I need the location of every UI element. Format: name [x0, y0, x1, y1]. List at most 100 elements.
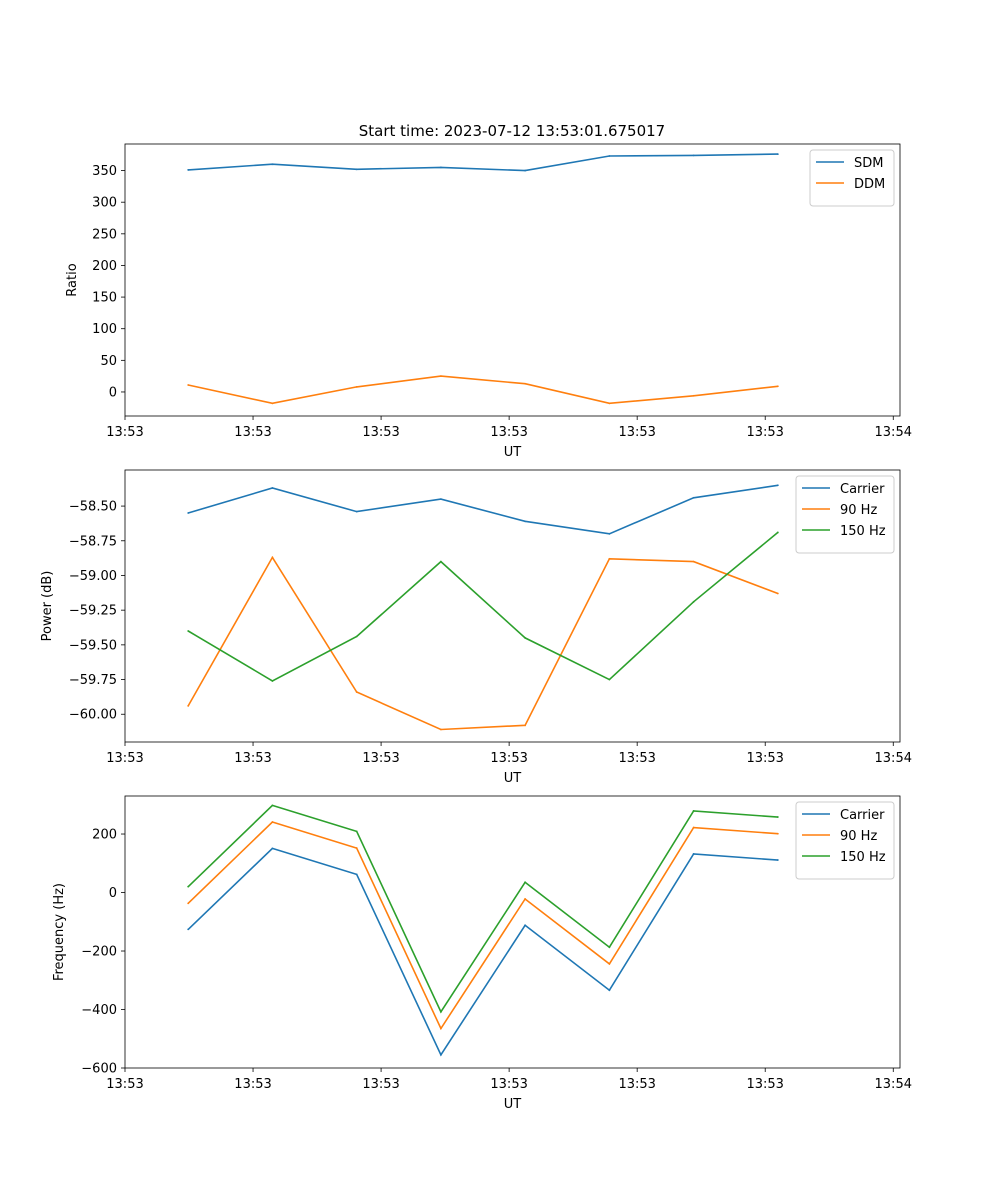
y-tick-label: −59.75: [69, 673, 117, 688]
y-tick-label: 150: [92, 291, 117, 306]
y-tick-label: 200: [92, 828, 117, 843]
data-point: [271, 556, 274, 559]
data-point: [776, 592, 779, 595]
axes-frame: [124, 143, 901, 417]
data-point: [271, 402, 274, 405]
x-tick-label: 13:53: [234, 1077, 271, 1092]
data-point: [608, 678, 611, 681]
y-tick-label: 100: [92, 322, 117, 337]
y-tick-label: −60.00: [69, 708, 117, 723]
x-tick-label: 13:53: [618, 425, 655, 440]
legend-label: 150 Hz: [840, 524, 886, 539]
data-point: [692, 560, 695, 563]
series-line-carrier: [187, 847, 778, 1057]
data-point: [608, 402, 611, 405]
data-point: [692, 496, 695, 499]
legend-box: [809, 149, 895, 207]
x-tick-label: 13:54: [875, 1077, 912, 1092]
series-line-90-hz: [187, 821, 778, 1031]
legend-label: Carrier: [840, 482, 885, 497]
series-line-sdm: [188, 153, 778, 172]
y-tick-label: −59.50: [69, 638, 117, 653]
series-line-carrier: [187, 484, 779, 535]
chart-title: Start time: 2023-07-12 13:53:01.675017: [359, 122, 665, 140]
data-point: [439, 1053, 442, 1056]
legend-label: 90 Hz: [840, 829, 877, 844]
data-point: [355, 873, 358, 876]
data-point: [355, 386, 358, 388]
data-point: [439, 375, 442, 378]
x-tick-label: 13:54: [875, 751, 912, 766]
y-tick-label: 50: [100, 354, 117, 369]
y-tick-label: −59.25: [69, 604, 117, 619]
data-point: [271, 804, 274, 807]
data-point: [187, 902, 190, 905]
data-point: [692, 826, 695, 829]
data-point: [271, 821, 274, 823]
x-tick-label: 13:53: [618, 1077, 655, 1092]
data-point: [355, 691, 358, 693]
series-line-ddm: [188, 375, 778, 405]
data-point: [271, 680, 274, 682]
data-point: [355, 830, 358, 833]
data-point: [187, 384, 190, 386]
legend-label: SDM: [854, 156, 883, 171]
plot-panel-1: 13:53 13:53 13:53 13:53 13:53 13:53 13:54 0 50 10…: [65, 143, 912, 460]
x-tick-label: 13:53: [362, 425, 399, 440]
data-point: [355, 510, 358, 513]
x-tick-label: 13:53: [106, 425, 143, 440]
data-point: [608, 155, 611, 157]
y-tick-label: −59.00: [69, 569, 117, 584]
x-axis-label: UT: [504, 445, 522, 460]
data-point: [524, 520, 527, 523]
y-tick-label: −400: [81, 1003, 117, 1018]
y-tick-label: 250: [92, 227, 117, 242]
x-axis-label: UT: [504, 771, 522, 786]
y-tick-label: 0: [109, 886, 117, 901]
axes-frame: [124, 469, 901, 743]
x-tick-label: 13:53: [106, 1077, 143, 1092]
data-point: [524, 382, 527, 385]
data-point: [776, 832, 779, 835]
data-point: [776, 153, 779, 156]
x-tick-label: 13:53: [490, 1077, 527, 1092]
series-line-90-hz: [187, 555, 779, 731]
x-tick-label: 13:53: [746, 1077, 783, 1092]
data-point: [439, 728, 442, 731]
data-point: [608, 946, 611, 949]
series-line-150-hz: [187, 531, 779, 682]
data-point: [692, 154, 695, 157]
data-point: [524, 169, 527, 172]
x-tick-label: 13:53: [106, 751, 143, 766]
data-point: [524, 881, 527, 884]
x-tick-label: 13:53: [490, 751, 527, 766]
data-point: [776, 484, 779, 487]
x-tick-label: 13:53: [746, 751, 783, 766]
y-tick-label: 200: [92, 259, 117, 274]
data-point: [271, 163, 274, 166]
x-axis-label: UT: [504, 1097, 522, 1112]
data-point: [187, 512, 190, 514]
data-point: [439, 498, 442, 501]
y-tick-label: −58.50: [69, 500, 117, 515]
data-point: [355, 635, 358, 638]
data-point: [187, 705, 190, 707]
data-point: [608, 962, 611, 965]
data-point: [271, 487, 274, 489]
data-point: [776, 385, 779, 388]
data-point: [187, 630, 190, 632]
data-point: [608, 557, 611, 560]
y-axis-label: Ratio: [65, 263, 80, 296]
data-point: [355, 168, 358, 171]
x-tick-label: 13:53: [234, 751, 271, 766]
y-tick-label: 0: [109, 385, 117, 400]
data-point: [776, 531, 779, 534]
x-tick-label: 13:53: [746, 425, 783, 440]
data-point: [187, 928, 190, 931]
data-point: [439, 1027, 442, 1030]
y-tick-label: −58.75: [69, 534, 117, 549]
data-point: [439, 560, 442, 563]
axes-frame: [124, 795, 901, 1069]
x-tick-label: 13:53: [362, 1077, 399, 1092]
